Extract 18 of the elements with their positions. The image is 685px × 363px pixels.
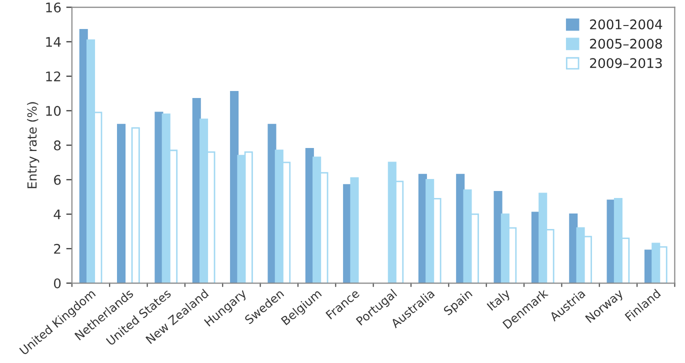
legend-label: 2005–2008 [590,38,662,49]
y-tick-label: 12 [46,71,60,82]
legend-label: 2009–2013 [590,58,662,68]
y-tick-label: 8 [54,140,61,150]
y-tick-label: 6 [54,174,61,185]
y-tick-label: 10 [46,106,61,116]
y-tick-label: 4 [54,210,61,220]
legend-label: 2001–2004 [590,19,662,30]
y-tick-label: 14 [46,37,61,47]
y-tick-label: 16 [46,2,61,12]
bar [350,177,359,284]
y-tick-label: 2 [54,244,60,254]
bar [131,127,140,284]
bar [569,213,578,284]
bar [268,124,276,284]
y-axis-title: Entry rate (%) [27,102,40,188]
bar [117,124,126,284]
y-tick-label: 0 [54,278,61,288]
